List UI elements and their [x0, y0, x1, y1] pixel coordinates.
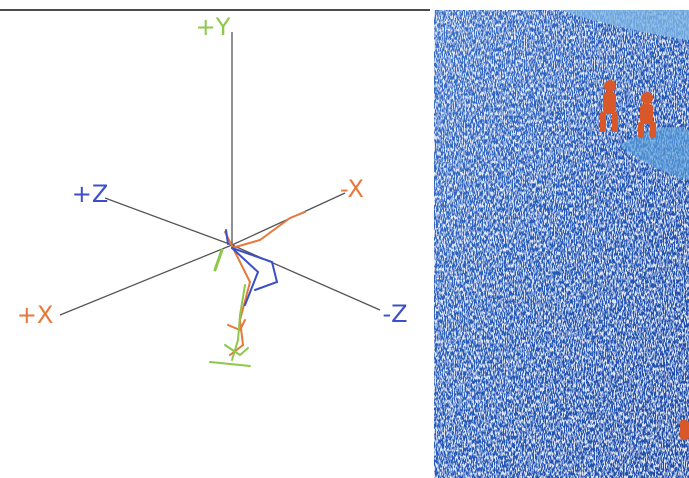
snow-texture	[434, 10, 689, 478]
axis-label: +Y	[196, 13, 231, 41]
skeleton	[210, 212, 305, 366]
bone	[226, 230, 228, 244]
axis-label: -X	[340, 175, 364, 203]
bone	[215, 250, 222, 270]
bone	[228, 320, 245, 330]
axis-x-pos	[60, 245, 232, 315]
axes	[60, 32, 380, 315]
axis-diagram: +Y +Z -X +X -Z	[0, 10, 430, 366]
axis-label: -Z	[382, 300, 407, 328]
skier-partial	[680, 420, 689, 440]
bone	[232, 212, 305, 248]
page: +Y +Z -X +X -Z (() => { const	[0, 0, 689, 478]
photo	[434, 10, 689, 478]
axis-label: +X	[17, 301, 54, 329]
bone	[210, 362, 250, 366]
axis-z-pos	[105, 198, 232, 245]
axis-label: +Z	[72, 180, 109, 208]
figure: +Y +Z -X +X -Z	[0, 0, 689, 478]
